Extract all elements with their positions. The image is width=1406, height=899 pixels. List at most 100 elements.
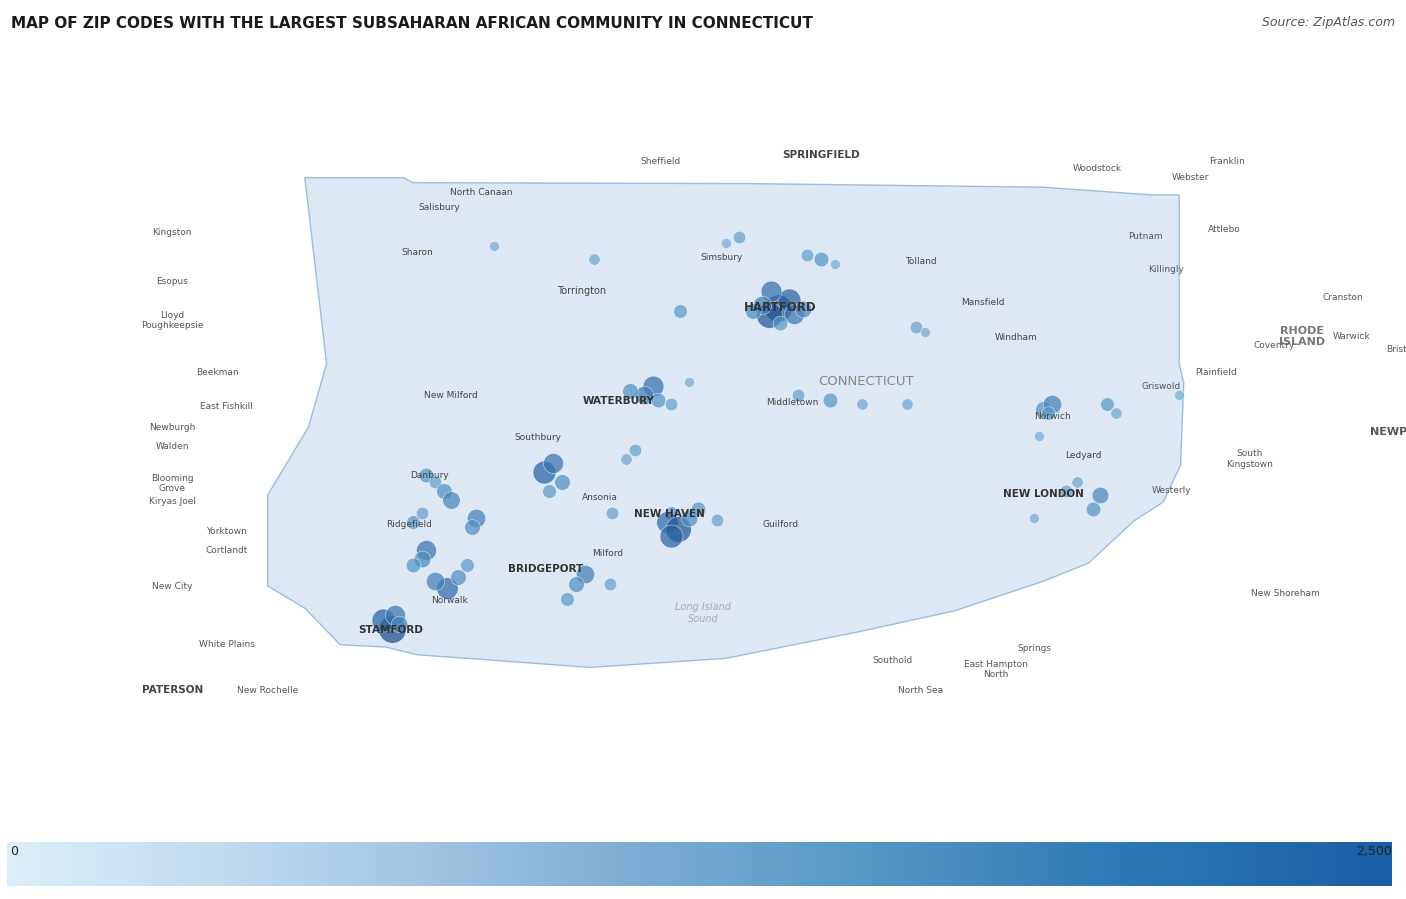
- Point: [465, 511, 488, 525]
- Text: Long Island
Sound: Long Island Sound: [675, 602, 731, 624]
- Text: Simsbury: Simsbury: [700, 253, 744, 262]
- Text: Brist: Brist: [1386, 345, 1406, 354]
- Text: Milford: Milford: [592, 548, 623, 557]
- Point: [678, 511, 700, 525]
- Point: [1036, 406, 1059, 421]
- Text: Mansfield: Mansfield: [960, 298, 1004, 307]
- Point: [425, 475, 447, 489]
- Text: Killingly: Killingly: [1147, 264, 1184, 274]
- Text: Griswold: Griswold: [1142, 382, 1181, 391]
- Point: [669, 304, 692, 318]
- Text: Middletown: Middletown: [766, 397, 818, 406]
- Point: [647, 393, 669, 407]
- Text: BRIDGEPORT: BRIDGEPORT: [509, 564, 583, 574]
- Point: [373, 612, 395, 627]
- Text: Salisbury: Salisbury: [418, 202, 460, 211]
- Point: [574, 567, 596, 582]
- Text: Danbury: Danbury: [409, 471, 449, 480]
- Text: Blooming
Grove: Blooming Grove: [150, 474, 194, 494]
- Point: [914, 325, 936, 339]
- Point: [766, 300, 789, 315]
- Point: [415, 542, 437, 556]
- Point: [565, 576, 588, 591]
- Text: North Sea: North Sea: [898, 686, 943, 695]
- Point: [1105, 406, 1128, 421]
- Text: Putnam: Putnam: [1128, 232, 1163, 241]
- Text: Torrington: Torrington: [557, 286, 606, 296]
- Point: [706, 512, 728, 527]
- Point: [624, 442, 647, 457]
- Point: [905, 320, 928, 334]
- Text: Ansonia: Ansonia: [582, 493, 619, 502]
- Text: STAMFORD: STAMFORD: [359, 626, 423, 636]
- Point: [599, 576, 621, 591]
- Point: [714, 236, 737, 251]
- Text: South
Kingstown: South Kingstown: [1226, 450, 1272, 468]
- Text: NEW LONDON: NEW LONDON: [1002, 489, 1084, 499]
- Point: [659, 506, 682, 521]
- Point: [433, 484, 456, 498]
- Point: [759, 284, 782, 298]
- Point: [792, 302, 814, 316]
- Text: HARTFORD: HARTFORD: [744, 301, 817, 315]
- Point: [810, 252, 832, 266]
- Point: [1040, 397, 1063, 412]
- Text: Source: ZipAtlas.com: Source: ZipAtlas.com: [1261, 16, 1395, 29]
- Point: [643, 379, 665, 394]
- Point: [411, 506, 433, 521]
- Point: [551, 475, 574, 489]
- Point: [688, 502, 710, 516]
- Text: 2,500: 2,500: [1355, 845, 1392, 858]
- Point: [678, 375, 700, 389]
- Point: [1028, 429, 1050, 443]
- Text: Windham: Windham: [994, 333, 1038, 342]
- Point: [484, 238, 506, 253]
- Point: [1066, 475, 1088, 489]
- Point: [896, 397, 918, 412]
- Text: Tolland: Tolland: [905, 257, 936, 266]
- Point: [666, 522, 689, 537]
- Text: Westerly: Westerly: [1152, 486, 1191, 495]
- Point: [436, 581, 458, 595]
- Point: [456, 558, 478, 573]
- Point: [619, 384, 641, 398]
- Text: NEW HAVEN: NEW HAVEN: [634, 509, 704, 519]
- Text: New Milford: New Milford: [425, 391, 478, 400]
- Text: Beekman: Beekman: [197, 369, 239, 378]
- Text: SPRINGFIELD: SPRINGFIELD: [783, 149, 860, 159]
- Point: [1168, 388, 1191, 403]
- Point: [460, 520, 482, 534]
- Point: [818, 393, 841, 407]
- Text: Kiryas Joel: Kiryas Joel: [149, 497, 195, 506]
- Text: White Plains: White Plains: [198, 640, 254, 649]
- Point: [415, 467, 437, 482]
- Point: [1088, 488, 1111, 503]
- Text: PATERSON: PATERSON: [142, 685, 202, 695]
- Point: [1054, 484, 1077, 498]
- Text: Norwalk: Norwalk: [432, 596, 468, 605]
- Text: Coventry: Coventry: [1254, 341, 1295, 350]
- Text: Sheffield: Sheffield: [641, 157, 681, 166]
- Point: [447, 570, 470, 584]
- Point: [778, 293, 800, 307]
- Point: [758, 307, 780, 322]
- Text: Newburgh: Newburgh: [149, 423, 195, 432]
- Point: [381, 622, 404, 636]
- Text: Walden: Walden: [156, 442, 188, 451]
- Text: NEWPORT: NEWPORT: [1371, 427, 1406, 437]
- Point: [769, 316, 792, 330]
- Point: [533, 466, 555, 480]
- Text: Warwick: Warwick: [1333, 332, 1371, 341]
- Text: East Fishkill: East Fishkill: [200, 402, 253, 411]
- Text: New Rochelle: New Rochelle: [238, 686, 298, 695]
- Point: [824, 256, 846, 271]
- Point: [751, 298, 773, 312]
- Text: Ledyard: Ledyard: [1064, 450, 1101, 459]
- Text: Attlebo: Attlebo: [1208, 226, 1241, 235]
- Text: Woodstock: Woodstock: [1073, 164, 1122, 174]
- Point: [600, 506, 623, 521]
- Point: [1032, 402, 1054, 416]
- Point: [555, 592, 578, 607]
- Text: Yorktown: Yorktown: [207, 527, 247, 536]
- Text: Springs: Springs: [1017, 644, 1052, 653]
